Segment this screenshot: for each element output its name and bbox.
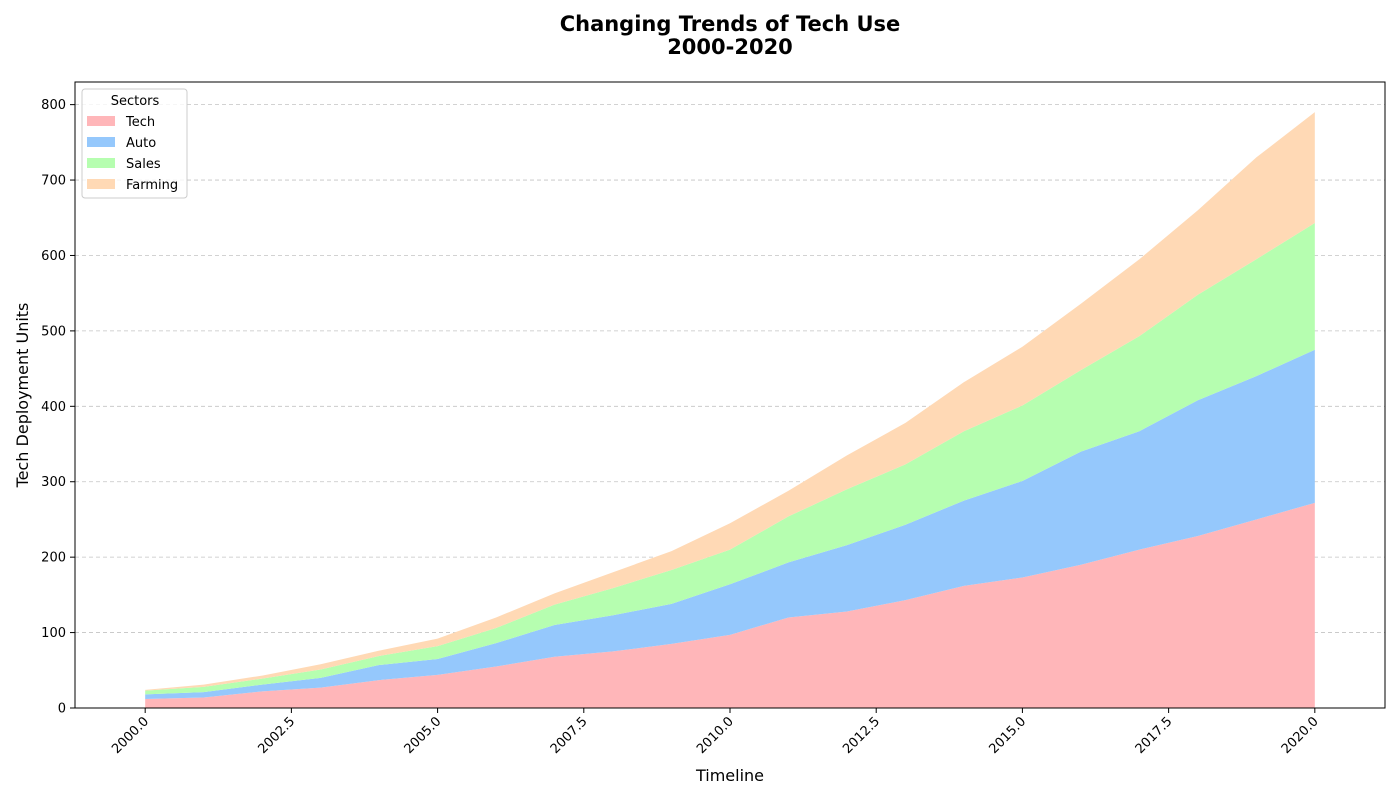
legend-label-tech: Tech xyxy=(125,115,155,130)
y-tick-label-2: 200 xyxy=(41,551,66,566)
y-tick-label-6: 600 xyxy=(41,249,66,264)
legend-swatch-tech xyxy=(87,116,115,126)
y-tick-label-1: 100 xyxy=(41,626,66,641)
chart-title-line-1: Changing Trends of Tech Use xyxy=(560,12,901,36)
legend-swatch-sales xyxy=(87,158,115,168)
legend-items: Tech Auto Sales Farming xyxy=(87,115,178,193)
stacked-areas xyxy=(145,112,1315,708)
legend-swatch-auto xyxy=(87,137,115,147)
legend: Sectors Tech Auto Sales Farming xyxy=(81,88,188,199)
legend-label-sales: Sales xyxy=(126,157,161,172)
legend-label-farming: Farming xyxy=(126,178,178,193)
legend-label-auto: Auto xyxy=(126,136,156,151)
legend-swatch-farming xyxy=(87,179,115,189)
y-tick-label-0: 0 xyxy=(58,702,66,717)
area-series-auto xyxy=(145,349,1315,699)
y-axis-label: Tech Deployment Units xyxy=(13,303,32,489)
y-axis-ticks: 0 100 200 300 400 500 600 700 800 xyxy=(41,98,75,717)
y-tick-label-5: 500 xyxy=(41,324,66,339)
y-tick-label-4: 400 xyxy=(41,400,66,415)
y-tick-label-8: 800 xyxy=(41,98,66,113)
y-tick-label-7: 700 xyxy=(41,174,66,189)
area-series-tech xyxy=(145,502,1315,708)
y-tick-label-3: 300 xyxy=(41,475,66,490)
x-axis-label: Timeline xyxy=(695,766,764,785)
chart-title-line-2: 2000-2020 xyxy=(667,35,793,59)
legend-title: Sectors xyxy=(111,94,160,109)
